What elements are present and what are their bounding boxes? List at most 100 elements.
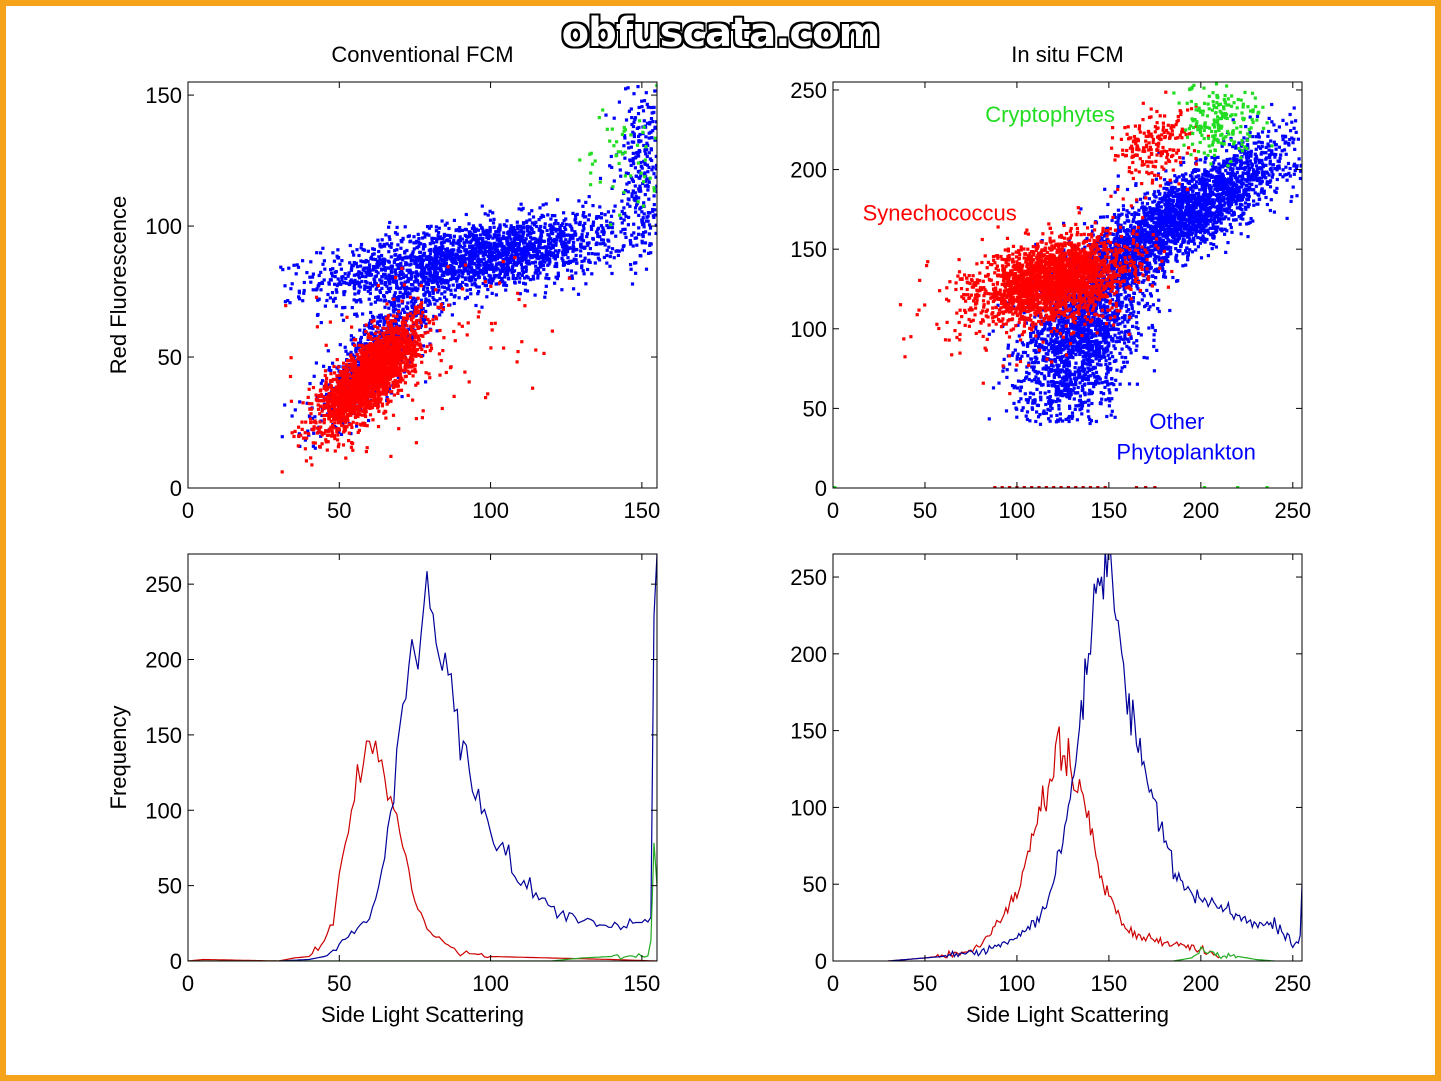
scatter-point (654, 163, 657, 168)
scatter-point (514, 276, 518, 281)
scatter-point (426, 317, 430, 322)
scatter-point (610, 186, 614, 190)
scatter-point (508, 243, 513, 247)
scatter-point (420, 274, 424, 278)
scatter-point (379, 258, 383, 262)
scatter-point (367, 418, 371, 423)
scatter-point (653, 138, 657, 142)
scatter-point (571, 249, 575, 253)
scatter-point (394, 365, 398, 369)
plot-area (279, 83, 657, 474)
scatter-point (411, 321, 415, 325)
scatter-point (597, 258, 602, 262)
scatter-point (399, 272, 404, 277)
scatter-point (474, 227, 478, 231)
scatter-point (520, 236, 524, 240)
scatter-point (605, 253, 609, 258)
scatter-point (580, 266, 584, 270)
scatter-point (498, 269, 502, 273)
scatter-point (361, 400, 365, 404)
scatter-point (406, 365, 410, 369)
scatter-point (407, 270, 411, 274)
scatter-point (290, 414, 294, 418)
scatter-point (387, 343, 391, 347)
scatter-point (484, 267, 489, 271)
scatter-point (605, 223, 609, 228)
scatter-point (645, 183, 649, 187)
scatter-point (534, 271, 539, 275)
scatter-point (386, 338, 390, 342)
scatter-point (367, 273, 371, 277)
scatter-point (402, 360, 406, 364)
scatter-point (395, 341, 399, 345)
scatter-point (540, 246, 544, 250)
scatter-point (648, 211, 652, 215)
scatter-point (344, 276, 348, 281)
scatter-point (501, 235, 505, 239)
scatter-point (470, 278, 474, 282)
scatter-point (541, 214, 546, 218)
scatter-point (431, 295, 435, 300)
scatter-point (474, 248, 478, 252)
scatter-point (367, 285, 371, 289)
scatter-point (485, 250, 489, 254)
scatter-point (327, 433, 331, 437)
scatter-point (558, 225, 562, 229)
scatter-point (419, 321, 423, 325)
scatter-point (353, 397, 357, 401)
scatter-point (398, 290, 402, 294)
scatter-point (566, 256, 570, 260)
scatter-point (497, 233, 501, 237)
scatter-point (353, 278, 357, 282)
scatter-point (532, 249, 536, 254)
scatter-point (608, 221, 613, 225)
scatter-point (375, 262, 379, 266)
scatter-point (518, 276, 522, 280)
scatter-point (474, 254, 478, 258)
scatter-point (310, 416, 314, 420)
scatter-point (428, 242, 432, 246)
scatter-point (340, 407, 344, 411)
scatter-point (349, 278, 353, 282)
scatter-point (384, 416, 388, 420)
scatter-point (336, 365, 340, 369)
scatter-point (420, 308, 424, 312)
scatter-point (519, 239, 523, 243)
scatter-point (650, 111, 654, 115)
scatter-point (389, 301, 393, 305)
scatter-point (641, 216, 645, 220)
scatter-point (609, 154, 613, 159)
scatter-point (349, 338, 353, 342)
scatter-point (618, 168, 622, 172)
scatter-point (335, 374, 339, 378)
scatter-point (631, 157, 635, 161)
scatter-point (424, 322, 428, 326)
scatter-point (327, 409, 331, 413)
scatter-point (331, 397, 335, 401)
scatter-point (416, 279, 420, 283)
scatter-point (482, 267, 486, 271)
scatter-point (545, 273, 549, 277)
scatter-point (501, 267, 505, 271)
scatter-point (435, 282, 439, 286)
scatter-point (475, 285, 479, 289)
scatter-point (424, 290, 428, 294)
scatter-point (386, 266, 390, 270)
scatter-point (409, 256, 413, 260)
scatter-point (587, 252, 591, 256)
scatter-point (440, 248, 444, 252)
scatter-point (645, 163, 650, 167)
scatter-point (504, 288, 508, 292)
scatter-point (443, 295, 447, 299)
scatter-point (308, 415, 312, 419)
scatter-point (415, 341, 419, 345)
scatter-point (323, 373, 327, 378)
scatter-point (514, 250, 518, 255)
scatter-point (602, 255, 606, 259)
scatter-point (632, 231, 636, 235)
scatter-point (393, 249, 397, 253)
scatter-point (523, 288, 527, 292)
scatter-point (323, 369, 328, 373)
scatter-point (279, 265, 283, 269)
scatter-point (363, 423, 367, 427)
